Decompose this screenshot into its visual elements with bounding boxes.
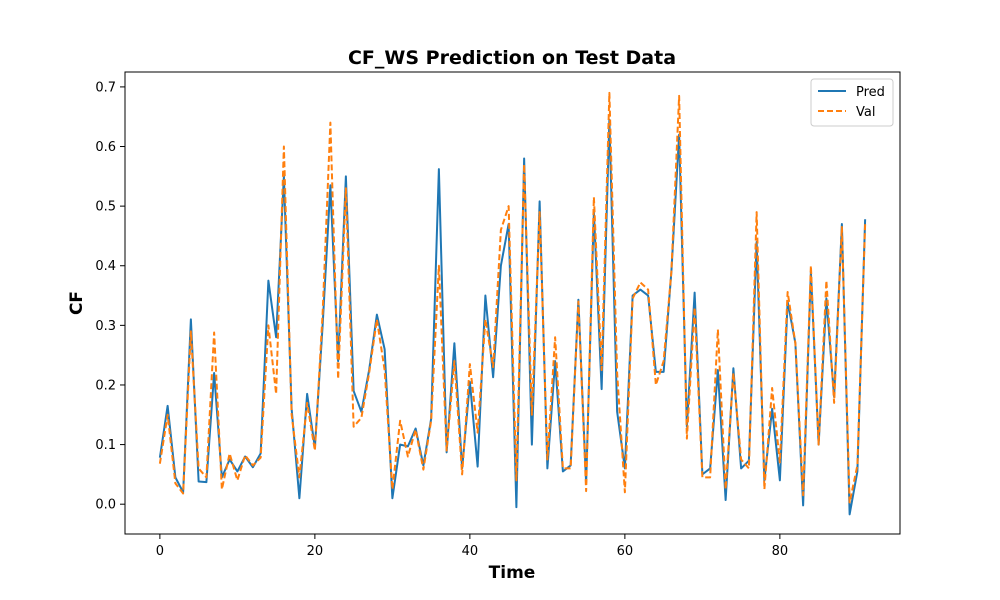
y-tick-label: 0.3 xyxy=(95,319,116,334)
series-line-pred xyxy=(158,118,867,516)
series-line-val xyxy=(158,91,867,504)
x-tick-label: 20 xyxy=(307,544,324,559)
legend-label-pred: Pred xyxy=(856,85,885,100)
x-axis-label: Time xyxy=(489,563,536,583)
y-tick-label: 0.0 xyxy=(95,498,116,513)
y-tick-label: 0.2 xyxy=(95,378,116,393)
x-tick-label: 60 xyxy=(617,544,634,559)
y-ticks: 0.0 0.1 0.2 0.3 0.4 0.5 0.6 0.7 xyxy=(95,80,125,513)
y-tick-label: 0.1 xyxy=(95,438,116,453)
y-axis-label: CF xyxy=(67,291,87,315)
y-tick-label: 0.7 xyxy=(95,80,116,95)
x-tick-label: 40 xyxy=(462,544,479,559)
x-ticks: 0 20 40 60 80 xyxy=(156,534,788,559)
legend-label-val: Val xyxy=(856,105,875,120)
y-tick-label: 0.4 xyxy=(95,259,116,274)
y-tick-label: 0.5 xyxy=(95,200,116,215)
legend: Pred Val xyxy=(810,78,894,127)
x-tick-label: 80 xyxy=(772,544,789,559)
plot-area xyxy=(158,91,867,516)
chart-title: CF_WS Prediction on Test Data xyxy=(348,47,676,69)
x-tick-label: 0 xyxy=(156,544,164,559)
y-tick-label: 0.6 xyxy=(95,140,116,155)
plot-frame xyxy=(124,71,901,535)
